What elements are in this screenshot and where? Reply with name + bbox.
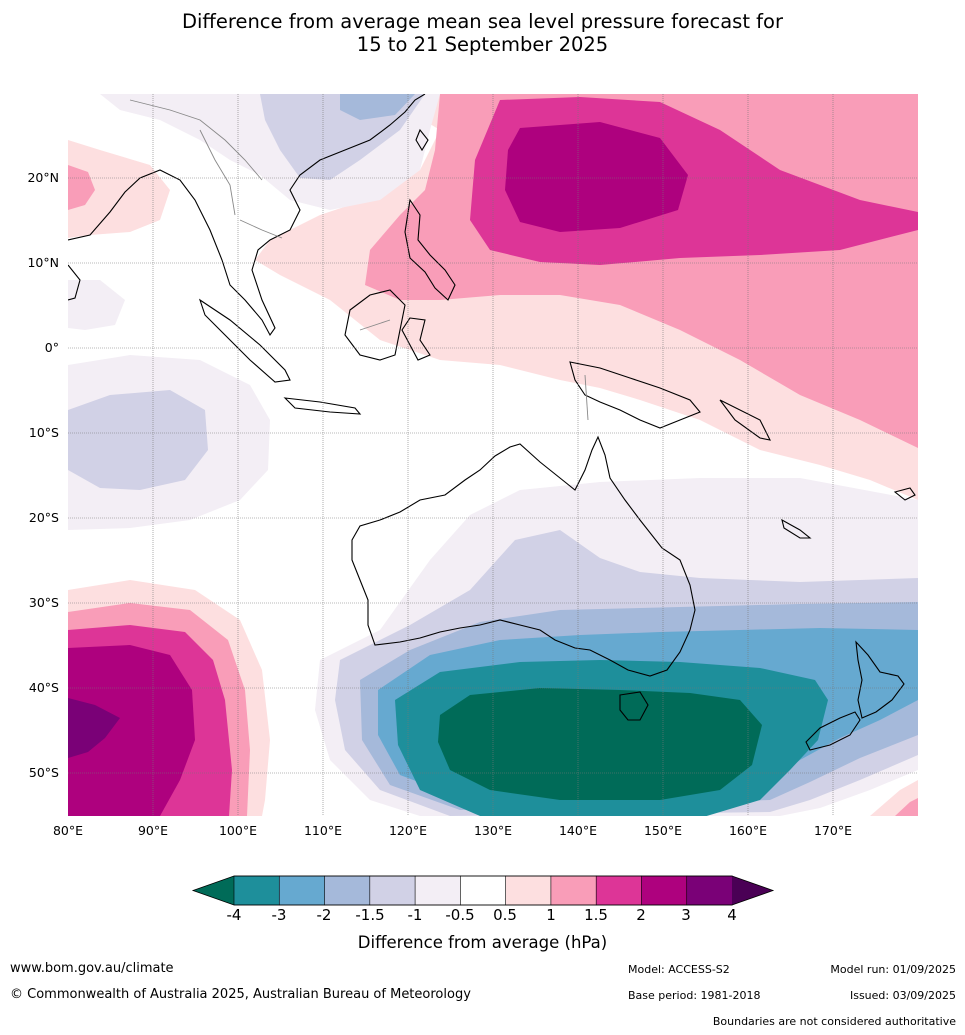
- coastlines: [68, 94, 916, 751]
- colorbar-tick: -0.5: [445, 906, 475, 924]
- new-zealand-south-coastline: [805, 711, 861, 751]
- lon-label-140e: 140°E: [558, 823, 597, 838]
- colorbar-cells: [233, 875, 733, 906]
- disclaimer-text: Boundaries are not considered authoritat…: [712, 1015, 956, 1028]
- colorbar-cell: [414, 875, 461, 906]
- fiji-coastline: [893, 487, 916, 501]
- graticule: [68, 94, 918, 816]
- colorbar-tick: -2: [316, 906, 332, 924]
- australia-coastline: [351, 435, 696, 677]
- anomaly-contour-2-sw: [68, 645, 195, 816]
- colorbar-cell: [595, 875, 643, 906]
- solomon-islands-coastline: [719, 399, 771, 441]
- lon-label-80e: 80°E: [52, 823, 84, 838]
- colorbar-tick: 4: [727, 906, 737, 924]
- lat-label-40s: 40°S: [28, 680, 59, 695]
- colorbar-cell: [550, 875, 597, 906]
- tasmania-coastline: [619, 691, 649, 721]
- colorbar-tick: 1: [546, 906, 556, 924]
- lat-label-50s: 50°S: [28, 765, 59, 780]
- copyright-text: © Commonwealth of Australia 2025, Austra…: [10, 987, 471, 1002]
- colorbar-tick: 3: [681, 906, 691, 924]
- anomaly-contour-1-west: [68, 165, 95, 210]
- title-line-1: Difference from average mean sea level p…: [182, 10, 783, 33]
- model-run-text: Model run: 01/09/2025: [830, 963, 956, 976]
- anomaly-contour-3-sw: [68, 698, 120, 758]
- website-link[interactable]: www.bom.gov.au/climate: [10, 961, 174, 976]
- lat-label-10s: 10°S: [28, 425, 59, 440]
- model-text: Model: ACCESS-S2: [628, 963, 730, 976]
- lon-label-150e: 150°E: [643, 823, 682, 838]
- lon-label-110e: 110°E: [303, 823, 342, 838]
- new-guinea-coastline: [569, 361, 701, 429]
- colorbar-tick: -4: [226, 906, 242, 924]
- colorbar-tick: -1.5: [355, 906, 385, 924]
- colorbar-cell: [505, 875, 552, 906]
- colorbar-outline: [191, 875, 775, 906]
- lon-label-120e: 120°E: [388, 823, 427, 838]
- taiwan-coastline: [415, 128, 429, 152]
- sulawesi-coastline: [401, 317, 431, 361]
- colorbar-cell: [233, 875, 280, 906]
- colorbar: [191, 875, 775, 906]
- colorbar-extend-min: [193, 876, 234, 905]
- anomaly-contour-2-north: [505, 122, 688, 232]
- java-coastline: [283, 397, 362, 415]
- lat-label-10n: 10°N: [27, 255, 59, 270]
- map-title: Difference from average mean sea level p…: [0, 10, 965, 56]
- colorbar-cell: [460, 875, 507, 906]
- colorbar-cell: [369, 875, 416, 906]
- new-zealand-north-coastline: [855, 640, 905, 719]
- map-plot-area: [68, 94, 918, 816]
- anomaly-contour-neg1.5-china: [340, 94, 415, 120]
- lon-label-160e: 160°E: [728, 823, 767, 838]
- lat-label-20n: 20°N: [27, 170, 59, 185]
- colorbar-label: Difference from average (hPa): [357, 933, 608, 952]
- borneo-coastline: [344, 289, 406, 361]
- philippines-coastline: [404, 198, 456, 301]
- colorbar-cell: [686, 875, 733, 906]
- colorbar-cell: [278, 875, 326, 906]
- country-boundaries: [129, 99, 589, 421]
- title-line-2: 15 to 21 September 2025: [356, 33, 609, 56]
- base-period-text: Base period: 1981-2018: [628, 989, 761, 1002]
- sumatra-coastline: [198, 298, 291, 383]
- anomaly-contour-0.5-west: [68, 140, 170, 238]
- lon-label-100e: 100°E: [218, 823, 257, 838]
- anomaly-contour-neg1-indian: [68, 390, 208, 490]
- anomaly-contour-neg0.5-sumatra: [68, 280, 125, 330]
- colorbar-tick: 0.5: [493, 906, 517, 924]
- lon-label-90e: 90°E: [137, 823, 169, 838]
- colorbar-tick: 2: [636, 906, 646, 924]
- colorbar-tick: 1.5: [584, 906, 608, 924]
- colorbar-extend-max: [732, 876, 773, 905]
- anomaly-contour-1-se: [895, 798, 918, 816]
- lat-label-30s: 30°S: [28, 595, 59, 610]
- new-caledonia-coastline: [781, 518, 812, 539]
- lon-label-130e: 130°E: [473, 823, 512, 838]
- colorbar-cell: [641, 875, 688, 906]
- issued-text: Issued: 03/09/2025: [849, 989, 956, 1002]
- colorbar-tick: -3: [271, 906, 287, 924]
- anomaly-contour-neg4-south: [438, 688, 762, 800]
- lat-label-20s: 20°S: [28, 510, 59, 525]
- lon-label-170e: 170°E: [813, 823, 852, 838]
- lat-label-0: 0°: [44, 340, 59, 355]
- colorbar-cell: [324, 875, 371, 906]
- mainland-asia-coastline: [68, 94, 426, 337]
- colorbar-tick: -1: [407, 906, 423, 924]
- india-coastline: [68, 264, 81, 301]
